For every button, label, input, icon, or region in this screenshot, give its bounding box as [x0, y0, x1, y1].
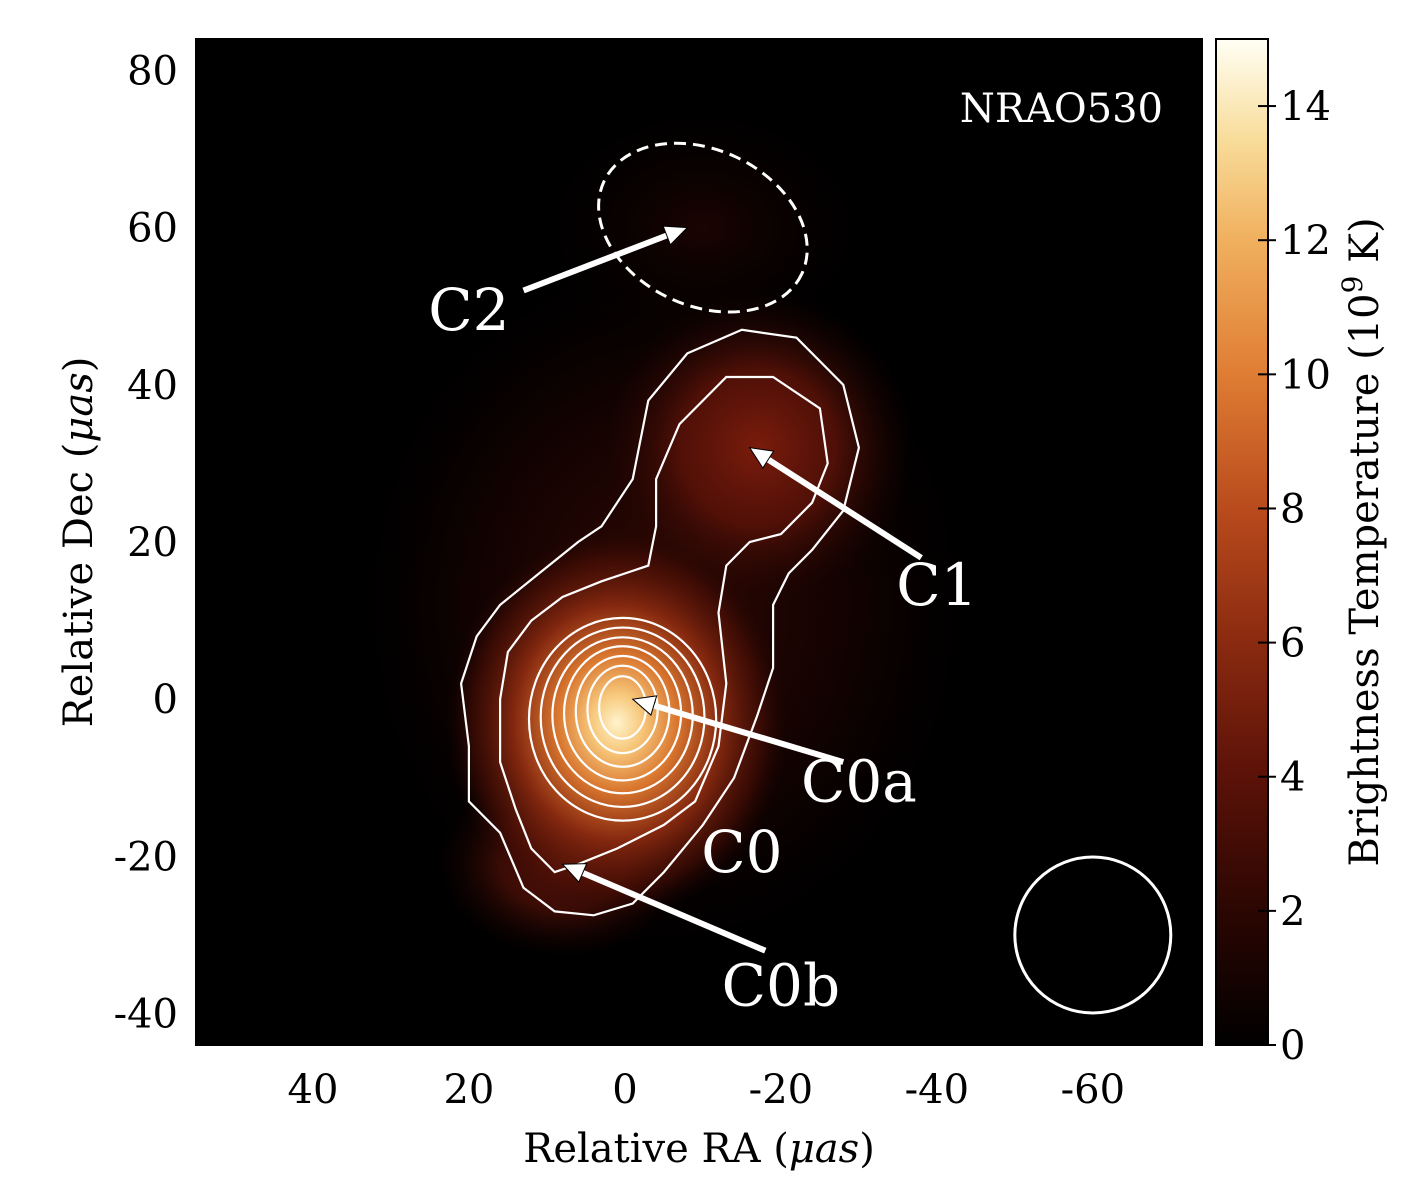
- label-c2: C2: [428, 276, 509, 344]
- arrow-shaft-c1: [766, 457, 923, 561]
- colorbar-label: Brightness Temperature (109 K): [1336, 217, 1388, 866]
- y-tick-label: 20: [127, 520, 178, 566]
- arrow-head-c1: [748, 447, 775, 469]
- y-axis-label: Relative Dec (μas): [56, 357, 102, 728]
- x-tick-label: 40: [288, 1067, 339, 1113]
- x-tick-labels: 40 20 0 -20 -40 -60: [288, 1067, 1126, 1113]
- beam-circle: [1013, 855, 1173, 1015]
- plot-frame: [195, 38, 1203, 1046]
- annotation-marks: C2 C1 C0a C0 C0b: [428, 141, 1173, 1020]
- colorbar-tick-label: 0: [1280, 1023, 1305, 1069]
- colorbar-ticks: 0 2 4 6 8 10 12 14: [1258, 84, 1331, 1069]
- arrow-shaft-c0a: [652, 702, 845, 765]
- colorbar-tick-label: 2: [1280, 889, 1305, 935]
- x-tick-label: -40: [905, 1067, 969, 1113]
- y-tick-label: -40: [114, 992, 178, 1038]
- label-c1: C1: [896, 551, 977, 619]
- x-axis-label: Relative RA (μas): [523, 1126, 875, 1172]
- colorbar-tick-label: 6: [1280, 621, 1305, 667]
- x-tick-label: -60: [1061, 1067, 1125, 1113]
- x-tick-label: -20: [749, 1067, 813, 1113]
- arrow-head-c0b: [561, 863, 588, 883]
- y-tick-label: -20: [114, 834, 178, 880]
- arrow-head-c0a: [631, 695, 658, 716]
- y-tick-labels: 80 60 40 20 0 -20 -40: [114, 48, 178, 1037]
- label-c0: C0: [701, 818, 782, 886]
- arrow-head-c2: [662, 225, 689, 246]
- colorbar-tick-label: 12: [1280, 218, 1331, 264]
- arrow-shaft-c0b: [581, 870, 767, 954]
- contour-level-1: [459, 328, 861, 917]
- contour-core-4: [539, 626, 706, 809]
- arrow-c0b: [561, 863, 767, 954]
- colorbar-tick-label: 14: [1280, 84, 1331, 130]
- y-tick-label: 80: [127, 48, 178, 94]
- source-title: NRAO530: [960, 86, 1163, 132]
- brightness-map: [336, 87, 992, 980]
- arrow-c1: [748, 447, 923, 561]
- label-c0a: C0a: [801, 747, 917, 815]
- component-c0a-glow: [445, 527, 789, 918]
- axis-ticks: [196, 39, 1202, 1045]
- colorbar-tick-label: 4: [1280, 755, 1305, 801]
- y-tick-label: 60: [127, 206, 178, 252]
- y-tick-label: 40: [127, 363, 178, 409]
- colorbar-tick-label: 8: [1280, 486, 1305, 532]
- arrow-shaft-c2: [522, 232, 668, 294]
- image-layer: C2 C1 C0a C0 C0b: [336, 87, 1173, 1020]
- component-c1-glow: [601, 291, 914, 604]
- label-c0b: C0b: [722, 952, 840, 1020]
- x-tick-label: 0: [612, 1067, 637, 1113]
- arrow-c2: [522, 225, 689, 294]
- colorbar-tick-label: 10: [1280, 352, 1331, 398]
- c2-ellipse: [597, 141, 809, 314]
- y-tick-label: 0: [153, 677, 178, 723]
- contour-core-3: [527, 616, 718, 822]
- x-tick-label: 20: [443, 1067, 494, 1113]
- contour-level-2: [499, 375, 829, 874]
- colorbar: [1215, 38, 1269, 1046]
- arrow-c0a: [631, 695, 845, 765]
